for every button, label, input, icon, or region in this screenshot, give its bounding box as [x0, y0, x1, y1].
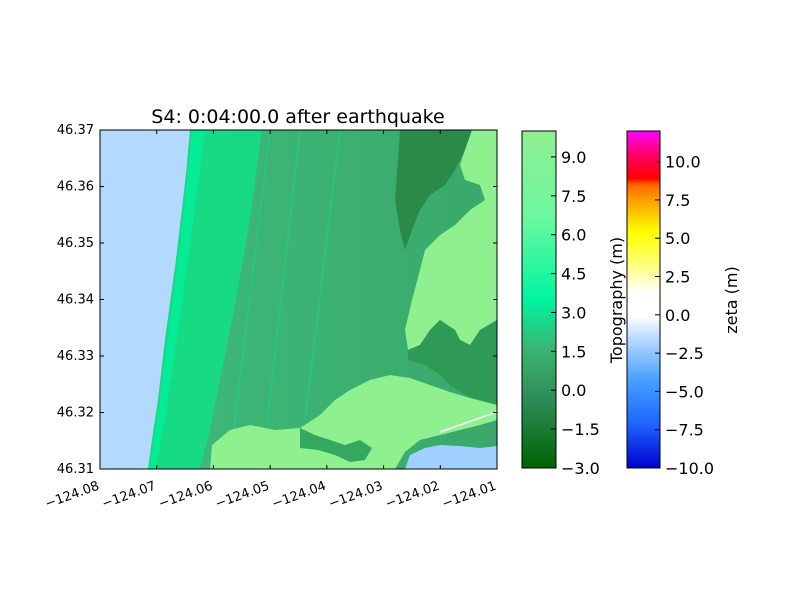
zeta-colorbar-tick-label: 2.5: [665, 268, 690, 287]
topography-colorbar: −3.0 −1.5 0.0 1.5 3.0 4.5 6.0 7.5 9.0 Topography…: [521, 130, 626, 478]
zeta-colorbar-tick-label: 0.0: [665, 306, 690, 325]
valley-south: [300, 428, 372, 462]
zeta-colorbar-tick-label: −5.0: [665, 382, 704, 401]
topography-colorbar-gradient: [521, 130, 557, 469]
zeta-colorbar-tick-label: −7.5: [665, 421, 704, 440]
x-tick-label: −124.06: [157, 479, 215, 512]
topography-colorbar-label: Topography (m): [607, 237, 626, 364]
topography-colorbar-tick-label: −1.5: [561, 420, 600, 439]
river-channel: [439, 411, 497, 433]
topography-colorbar-tick-label: 9.0: [561, 148, 586, 167]
beach-dune-band: [148, 130, 262, 469]
dune-streaks: [229, 130, 341, 469]
x-tick-label: −124.05: [213, 479, 271, 512]
y-tick-label: 46.33: [57, 349, 94, 364]
topography-colorbar-tick-label: −3.0: [561, 459, 600, 478]
topography-colorbar-tick-label: 1.5: [561, 342, 586, 361]
highland-south: [210, 375, 497, 469]
zeta-colorbar-tick-label: 7.5: [665, 191, 690, 210]
topography-colorbar-tick-label: 3.0: [561, 303, 586, 322]
topography-colorbar-ticks: −3.0 −1.5 0.0 1.5 3.0 4.5 6.0 7.5 9.0: [551, 148, 600, 478]
dune-ridge: [150, 130, 205, 469]
bay-water: [405, 445, 497, 469]
y-axis: 46.31 46.32 46.33 46.34 46.35 46.36 46.37: [57, 123, 497, 477]
y-tick-label: 46.37: [57, 123, 94, 138]
valley-east: [408, 320, 497, 405]
topography-colorbar-tick-label: 6.0: [561, 226, 586, 245]
y-tick-label: 46.35: [57, 236, 94, 251]
zeta-colorbar-label: zeta (m): [722, 266, 741, 333]
zeta-colorbar-tick-label: −2.5: [665, 344, 704, 363]
map-plot: [100, 130, 497, 469]
x-tick-label: −124.03: [327, 479, 385, 512]
y-tick-label: 46.34: [57, 293, 94, 308]
topography-colorbar-tick-label: 0.0: [561, 381, 586, 400]
zeta-colorbar-tick-label: 10.0: [665, 153, 701, 172]
ocean-region: [100, 130, 190, 469]
zeta-colorbar-ticks: −10.0 −7.5 −5.0 −2.5 0.0 2.5 5.0 7.5 10.0: [655, 153, 714, 478]
zeta-colorbar: −10.0 −7.5 −5.0 −2.5 0.0 2.5 5.0 7.5 10.0 zeta (…: [626, 130, 741, 478]
forest-region: [395, 130, 472, 250]
y-tick-label: 46.31: [57, 462, 94, 477]
x-tick-label: −124.08: [43, 479, 101, 512]
y-tick-label: 46.36: [57, 180, 94, 195]
x-tick-label: −124.02: [384, 479, 442, 512]
topography-colorbar-tick-label: 4.5: [561, 265, 586, 284]
highland-east: [405, 130, 497, 350]
x-tick-label: −124.07: [100, 479, 158, 512]
topography-colorbar-tick-label: 7.5: [561, 187, 586, 206]
zeta-colorbar-tick-label: −10.0: [665, 459, 714, 478]
x-tick-label: −124.01: [440, 479, 498, 512]
zeta-colorbar-tick-label: 5.0: [665, 229, 690, 248]
chart-title: S4: 0:04:00.0 after earthquake: [151, 106, 444, 128]
zeta-colorbar-gradient: [626, 130, 661, 469]
x-tick-label: −124.04: [270, 479, 328, 512]
y-tick-label: 46.32: [57, 406, 94, 421]
